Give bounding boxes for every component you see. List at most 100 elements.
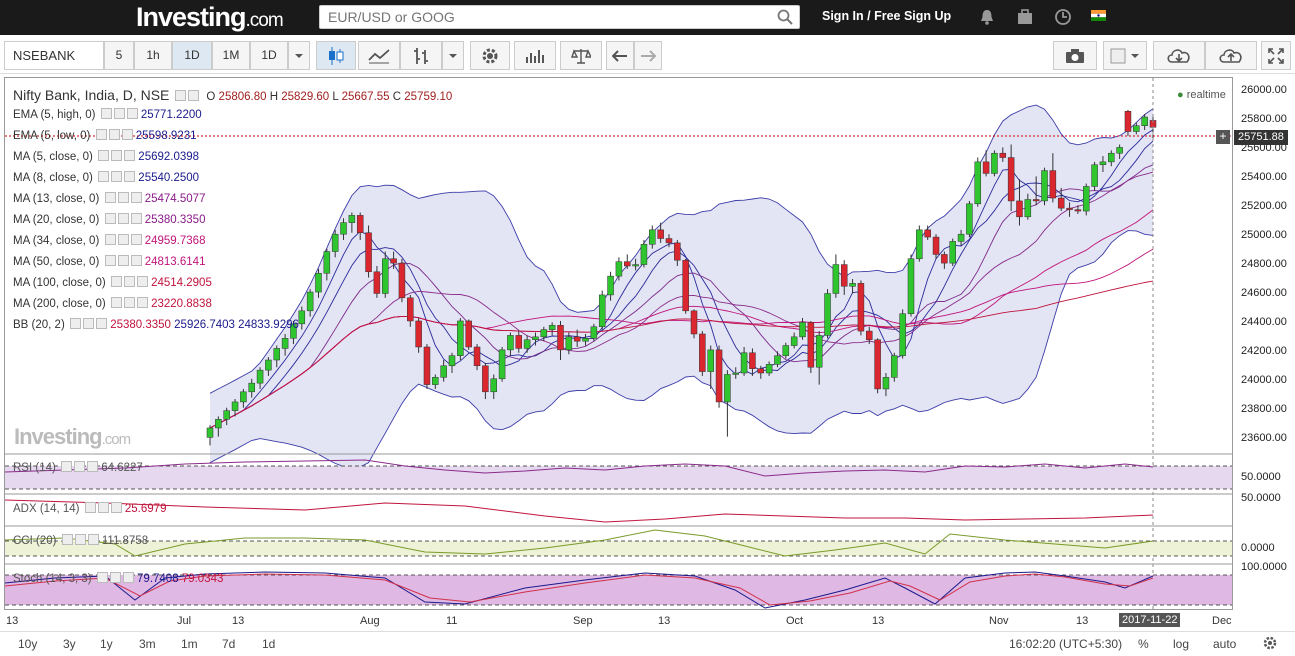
time-axis[interactable]: 13 Jul 13 Aug 11 Sep 13 Oct 13 Nov 13 De… bbox=[4, 612, 1233, 630]
indicators-icon[interactable] bbox=[514, 41, 556, 70]
indicator-legend[interactable]: MA (34, close, 0) 24959.7368 bbox=[13, 234, 206, 247]
indicator-legend[interactable]: MA (5, close, 0) 25692.0398 bbox=[13, 150, 200, 163]
candle-body bbox=[281, 338, 289, 349]
price-chart[interactable] bbox=[5, 78, 1233, 610]
candle-body bbox=[256, 369, 264, 384]
candle-body bbox=[891, 355, 898, 378]
candle-type-button[interactable] bbox=[316, 41, 356, 70]
ma-line bbox=[209, 164, 1154, 429]
clock-icon[interactable] bbox=[1054, 8, 1072, 29]
range-1y[interactable]: 1y bbox=[100, 637, 113, 651]
search-box[interactable] bbox=[319, 5, 800, 29]
candle-body bbox=[857, 283, 865, 332]
candle-body bbox=[840, 264, 848, 287]
investing-logo[interactable]: Investing.com bbox=[136, 2, 284, 32]
indicator-legend[interactable]: EMA (5, low, 0) 25598.9231 bbox=[13, 129, 197, 142]
last-price-label: 25751.88 bbox=[1234, 130, 1288, 145]
chart-area[interactable]: Nifty Bank, India, D, NSE O 25806.80 H 2… bbox=[4, 77, 1233, 610]
bb-legend[interactable]: BB (20, 2) 25380.3350 25926.7403 24833.9… bbox=[13, 318, 299, 331]
cloud-upload-icon[interactable] bbox=[1205, 41, 1257, 70]
candle-body bbox=[815, 335, 823, 368]
indicator-legend[interactable]: EMA (5, high, 0) 25771.2200 bbox=[13, 108, 202, 121]
cci-legend[interactable]: CCI (20) 111.8758 bbox=[13, 534, 149, 547]
candle-body bbox=[348, 215, 356, 223]
price-axis[interactable]: 26000.00 25800.00 25600.00 25400.00 25200.00… bbox=[1216, 77, 1295, 610]
interval-custom[interactable]: 1D bbox=[250, 41, 288, 70]
indicator-legend[interactable]: MA (50, close, 0) 24813.6141 bbox=[13, 255, 206, 268]
candle-body bbox=[916, 229, 923, 260]
range-3m[interactable]: 3m bbox=[139, 637, 156, 651]
legend-toggle-icon[interactable] bbox=[175, 90, 187, 101]
candle-body bbox=[782, 345, 790, 356]
interval-1d[interactable]: 1D bbox=[172, 41, 212, 70]
bar-chart-button[interactable] bbox=[400, 41, 442, 70]
price-tick: 23600.00 bbox=[1241, 431, 1287, 444]
rsi-legend[interactable]: RSI (14) 64.6227 bbox=[13, 461, 143, 474]
candle-body bbox=[632, 264, 639, 267]
indicator-legend[interactable]: MA (13, close, 0) 25474.5077 bbox=[13, 192, 206, 205]
range-10y[interactable]: 10y bbox=[18, 637, 38, 651]
range-1d[interactable]: 1d bbox=[262, 637, 276, 651]
candle-body bbox=[991, 152, 998, 174]
symbol-input[interactable]: NSEBANK bbox=[4, 41, 104, 70]
candle-body bbox=[924, 229, 931, 238]
candle-body bbox=[941, 254, 948, 264]
auto-toggle[interactable]: auto bbox=[1213, 637, 1237, 651]
portfolio-icon[interactable] bbox=[1016, 8, 1034, 29]
range-1m[interactable]: 1m bbox=[181, 637, 198, 651]
indicator-legend[interactable]: MA (200, close, 0) 23220.8838 bbox=[13, 297, 212, 310]
price-tick: 26000.00 bbox=[1241, 84, 1287, 97]
candle-body bbox=[515, 335, 523, 349]
x-label: Dec bbox=[1212, 615, 1232, 627]
undo-icon[interactable] bbox=[606, 41, 634, 70]
candlesticks bbox=[206, 109, 1157, 446]
india-flag-icon[interactable] bbox=[1091, 10, 1106, 24]
x-label: 13 bbox=[658, 615, 671, 627]
interval-5[interactable]: 5 bbox=[104, 41, 134, 70]
log-toggle[interactable]: log bbox=[1173, 637, 1190, 651]
candle-body bbox=[1116, 147, 1123, 154]
cci-axis-label: 0.0000 bbox=[1241, 542, 1275, 554]
sign-in-link[interactable]: Sign In / Free Sign Up bbox=[822, 9, 952, 23]
x-label: Oct bbox=[786, 615, 804, 627]
color-picker-button[interactable] bbox=[1103, 41, 1147, 70]
candle-body bbox=[398, 262, 406, 299]
compare-scale-icon[interactable] bbox=[560, 41, 602, 70]
candle-body bbox=[715, 349, 723, 403]
settings-gear-icon[interactable] bbox=[1263, 636, 1277, 653]
indicator-legend[interactable]: MA (8, close, 0) 25540.2500 bbox=[13, 171, 200, 184]
search-input[interactable] bbox=[320, 6, 760, 28]
indicator-legend[interactable]: MA (20, close, 0) 25380.3350 bbox=[13, 213, 206, 226]
add-alert-button[interactable]: + bbox=[1216, 130, 1230, 144]
cloud-download-icon[interactable] bbox=[1153, 41, 1205, 70]
percent-toggle[interactable]: % bbox=[1138, 637, 1149, 651]
candle-body bbox=[407, 297, 414, 322]
fullscreen-icon[interactable] bbox=[1261, 41, 1291, 70]
candle-body bbox=[415, 320, 422, 348]
indicator-legend[interactable]: MA (100, close, 0) 24514.2905 bbox=[13, 276, 212, 289]
search-icon[interactable] bbox=[777, 9, 793, 28]
legend-settings-icon[interactable] bbox=[188, 90, 200, 101]
adx-legend[interactable]: ADX (14, 14) 25.6979 bbox=[13, 502, 167, 515]
candle-body bbox=[498, 349, 506, 380]
chart-title-legend[interactable]: Nifty Bank, India, D, NSE O 25806.80 H 2… bbox=[13, 87, 453, 103]
chart-type-dropdown[interactable] bbox=[442, 41, 464, 70]
timezone-clock[interactable]: 16:02:20 (UTC+5:30) bbox=[1009, 637, 1123, 651]
candle-body bbox=[799, 322, 806, 338]
x-label: 13 bbox=[6, 615, 19, 627]
candle-body bbox=[1108, 152, 1115, 163]
settings-gear-icon[interactable] bbox=[470, 41, 510, 70]
interval-dropdown[interactable] bbox=[288, 41, 310, 70]
bell-icon[interactable] bbox=[979, 8, 995, 29]
candle-body bbox=[707, 349, 714, 372]
x-label: Aug bbox=[360, 615, 380, 627]
range-3y[interactable]: 3y bbox=[63, 637, 76, 651]
stoch-legend[interactable]: Stoch (14, 3, 3) 79.7408 79.0343 bbox=[13, 572, 224, 585]
interval-1h[interactable]: 1h bbox=[134, 41, 172, 70]
interval-1m[interactable]: 1M bbox=[212, 41, 250, 70]
redo-icon[interactable] bbox=[634, 41, 662, 70]
camera-icon[interactable] bbox=[1053, 41, 1097, 70]
candle-body bbox=[732, 372, 739, 375]
range-7d[interactable]: 7d bbox=[222, 637, 236, 651]
line-chart-button[interactable] bbox=[358, 41, 400, 70]
